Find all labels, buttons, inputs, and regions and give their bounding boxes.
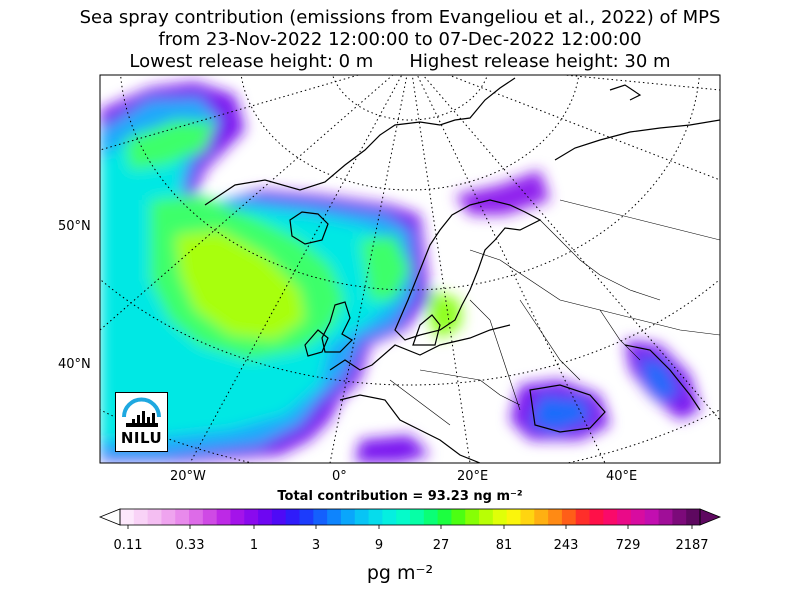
- colorbar-swatch: [492, 509, 508, 525]
- colorbar-swatch: [575, 509, 591, 525]
- colorbar-swatch: [189, 509, 204, 525]
- nilu-logo-text: NILU: [120, 429, 163, 447]
- colorbar-tick-label: 2187: [675, 538, 709, 553]
- colorbar-swatch: [299, 509, 314, 525]
- lowest-release-height: Lowest release height: 0 m: [129, 51, 374, 72]
- colorbar-tick-label: 729: [615, 538, 641, 553]
- colorbar-swatch: [396, 509, 411, 525]
- lon-label-40e: 40°E: [606, 469, 638, 484]
- colorbar: [120, 509, 701, 525]
- colorbar-swatch: [285, 509, 301, 525]
- colorbar-ticks: [127, 525, 693, 529]
- colorbar-swatch: [479, 509, 494, 525]
- colorbar-swatch: [327, 509, 342, 525]
- colorbar-swatch: [672, 509, 687, 525]
- chart-title-line1: Sea spray contribution (emissions from E…: [79, 7, 721, 28]
- colorbar-swatch: [244, 509, 259, 525]
- lon-label-20e: 20°E: [457, 469, 489, 484]
- colorbar-tick-label: 243: [553, 538, 579, 553]
- colorbar-swatch: [658, 509, 673, 525]
- colorbar-swatch: [216, 509, 231, 525]
- lon-label-20w: 20°W: [170, 469, 206, 484]
- colorbar-swatch: [644, 509, 660, 525]
- colorbar-tick-label: 3: [311, 538, 321, 553]
- nilu-logo-icon: [122, 397, 161, 427]
- colorbar-tick-label: 27: [432, 538, 450, 553]
- colorbar-swatch: [382, 509, 397, 525]
- country-borders: [389, 199, 720, 426]
- colorbar-swatch: [340, 509, 356, 525]
- colorbar-swatch: [686, 509, 701, 525]
- colorbar-swatch: [175, 509, 190, 525]
- colorbar-min-arrow: [98, 508, 121, 526]
- colorbar-swatch: [133, 509, 149, 525]
- chart-title-line3: Lowest release height: 0 m Highest releas…: [0, 51, 800, 72]
- colorbar-swatch: [451, 509, 466, 525]
- colorbar-swatch: [147, 509, 162, 525]
- colorbar-swatch: [630, 509, 646, 525]
- highest-release-height: Highest release height: 30 m: [409, 51, 671, 72]
- colorbar-swatch: [258, 509, 273, 525]
- colorbar-swatch: [368, 509, 383, 525]
- colorbar-swatch: [120, 509, 135, 525]
- colorbar-swatch: [271, 509, 287, 525]
- chart-title-line2: from 23-Nov-2022 12:00:00 to 07-Dec-2022…: [158, 29, 642, 50]
- colorbar-swatch: [589, 509, 604, 525]
- colorbar-swatch: [506, 509, 521, 525]
- total-contribution: Total contribution = 93.23 ng m⁻²: [277, 489, 523, 504]
- colorbar-tick-label: 1: [249, 538, 259, 553]
- coastlines: [204, 77, 720, 463]
- colorbar-swatch: [313, 509, 328, 525]
- colorbar-swatch: [548, 509, 563, 525]
- concentration-field: [100, 75, 720, 463]
- colorbar-swatch: [437, 509, 452, 525]
- colorbar-swatch: [202, 509, 218, 525]
- lon-label-0: 0°: [332, 469, 347, 484]
- colorbar-swatch: [520, 509, 535, 525]
- colorbar-tick-label: 0.33: [175, 538, 205, 553]
- colorbar-tick-label: 9: [374, 538, 384, 553]
- map-frame: [99, 74, 721, 464]
- nilu-logo: NILU: [115, 392, 168, 452]
- colorbar-swatch: [603, 509, 618, 525]
- colorbar-tick-label: 0.11: [113, 538, 143, 553]
- colorbar-swatch: [617, 509, 632, 525]
- colorbar-swatch: [161, 509, 176, 525]
- lat-label-50n: 50°N: [58, 219, 91, 234]
- colorbar-swatch: [410, 509, 425, 525]
- colorbar-unit-label: pg m⁻²: [366, 562, 434, 584]
- colorbar-swatch: [230, 509, 245, 525]
- graticule: [100, 75, 720, 463]
- lat-label-40n: 40°N: [58, 357, 91, 372]
- colorbar-swatch: [354, 509, 370, 525]
- colorbar-swatch: [423, 509, 439, 525]
- colorbar-swatch: [561, 509, 577, 525]
- colorbar-swatch: [465, 509, 480, 525]
- colorbar-max-arrow: [699, 508, 722, 526]
- colorbar-swatch: [534, 509, 549, 525]
- colorbar-frame: [119, 508, 701, 526]
- colorbar-tick-label: 81: [495, 538, 513, 553]
